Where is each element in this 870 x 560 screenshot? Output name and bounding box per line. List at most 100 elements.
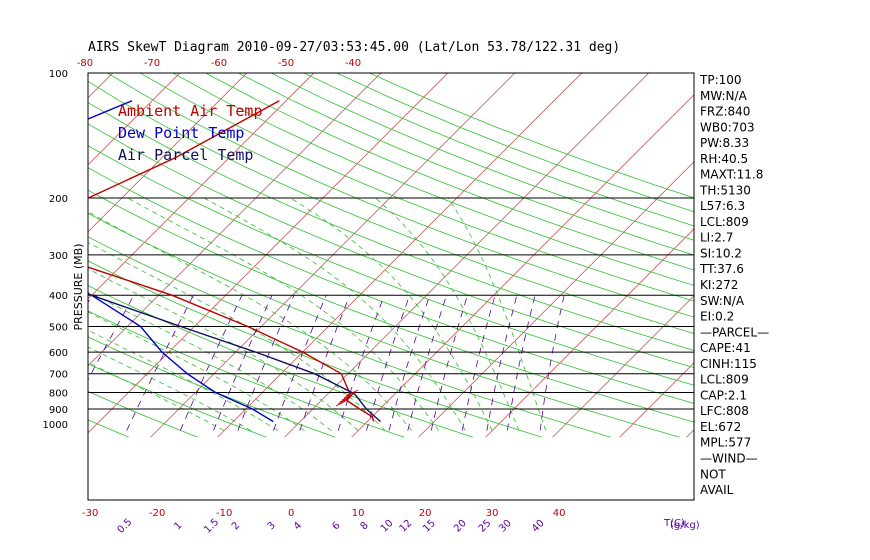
bottom-temp-tick-label: -20: [149, 508, 165, 519]
dry-adiabat-line: [88, 336, 336, 438]
mixing-ratio-tick-label: 4: [292, 520, 304, 532]
stat-item: FRZ:840: [700, 105, 750, 119]
moist-adiabat-line: [88, 211, 413, 431]
mixing-ratio-tick-label: 8: [359, 520, 371, 532]
mixing-ratio-unit-label: (g/kg): [670, 520, 700, 531]
pressure-ticks: 100 200 300 400 500 600 700 800 900 1000: [43, 69, 68, 431]
wind-barbs: [335, 389, 359, 407]
top-temp-tick-label: -50: [278, 58, 294, 69]
dry-adiabat-line: [237, 73, 694, 256]
dry-adiabat-line: [88, 260, 542, 438]
stat-item: MW:N/A: [700, 89, 748, 103]
isotherm-line: [88, 73, 449, 434]
mixing-ratio-line: [486, 295, 518, 431]
stat-item: LCL:809: [700, 215, 749, 229]
dry-adiabat-line: [368, 73, 694, 199]
mixing-ratio-line: [179, 295, 243, 431]
mixing-ratio-tick-label: 1: [172, 520, 184, 532]
moist-adiabat-line: [447, 197, 547, 431]
legend-entry: Air Parcel Temp: [118, 146, 253, 164]
plot-frame: [87, 72, 695, 501]
mixing-ratio-line: [539, 295, 565, 431]
chart-title: AIRS SkewT Diagram 2010-09-27/03:53:45.0…: [88, 40, 620, 55]
mixing-ratio-line: [366, 295, 410, 431]
stat-item: TP:100: [699, 73, 742, 87]
isotherm-line: [284, 73, 650, 438]
mixing-ratio-tick-label: 15: [421, 518, 438, 535]
mixing-ratio-line: [388, 295, 431, 431]
stat-item: LCL:809: [700, 373, 749, 387]
mixing-ratio-line: [430, 295, 468, 431]
pressure-lines: [88, 197, 694, 410]
mixing-ratio-line: [337, 295, 385, 431]
moist-adiabat-line: [88, 291, 332, 431]
stat-item: CAP:2.1: [700, 388, 747, 402]
bottom-temp-tick-label: -30: [82, 508, 98, 519]
temp-unit-label: T(C): [663, 518, 685, 529]
isotherm-line: [619, 362, 694, 438]
dry-adiabat-line: [88, 285, 474, 438]
legend-entry: Dew Point Temp: [118, 124, 244, 142]
isotherm-line: [88, 73, 181, 166]
stat-item: RH:40.5: [700, 152, 748, 166]
stat-item: NOT: [700, 467, 726, 481]
x-axis-label: T(C): [663, 518, 685, 529]
stat-item: LI:2.7: [700, 231, 733, 245]
dry-adiabat-line: [88, 102, 694, 351]
moist-adiabat-line: [88, 241, 386, 431]
top-temp-ticks: -80 -70 -60 -50 -40: [77, 58, 361, 69]
series-line-dew-point-temp: [88, 100, 274, 423]
mixing-ratio-tick-label: 1.5: [202, 517, 221, 536]
series-line-ambient-air-temp: [88, 100, 375, 422]
dry-adiabat-line: [270, 73, 694, 241]
mixing-ratio-tick-label: 20: [452, 518, 469, 535]
stat-item: PW:8.33: [700, 136, 749, 150]
pressure-tick-label: 100: [49, 69, 68, 80]
moist-adiabat-line: [88, 268, 359, 431]
mixing-ratio-tick-label: 25: [477, 518, 494, 535]
mixing-ratio-tick-label: 30: [497, 518, 514, 535]
stat-item: MAXT:11.8: [700, 168, 763, 182]
mixing-ratio-line: [213, 295, 273, 431]
bottom-temp-ticks: -30 -20 -10 0 10 20 30 40: [82, 508, 566, 519]
series-line-air-parcel-temp: [88, 293, 381, 423]
mixing-ratio-line: [407, 295, 447, 431]
isotherm-line: [150, 73, 516, 438]
dry-adiabat-line: [88, 123, 694, 369]
isotherm-line: [88, 73, 315, 300]
dry-adiabat-line: [106, 73, 694, 318]
mixing-ratio-tick-label: 12: [398, 518, 415, 535]
mixing-ratio-line: [506, 295, 536, 431]
stat-item: SI:10.2: [700, 246, 742, 260]
top-temp-tick-label: -70: [144, 58, 160, 69]
stat-item: TH:5130: [699, 183, 751, 197]
cape-hatch-mark: [345, 389, 359, 397]
stat-item: LFC:808: [700, 404, 749, 418]
mixing-ratio-line: [273, 295, 327, 431]
cape-hatch-mark: [339, 395, 353, 403]
moist-adiabat-line: [203, 197, 466, 431]
isotherm-line: [0, 69, 49, 437]
cape-hatch-mark: [335, 399, 349, 407]
mixing-ratio-tick-label: 6: [330, 520, 342, 532]
isotherm-line: [351, 94, 694, 438]
pressure-tick-label: 1000: [43, 420, 68, 431]
mixing-ratio-line: [88, 295, 135, 381]
stat-item: TT:37.6: [699, 262, 744, 276]
pressure-tick-label: 600: [49, 348, 68, 359]
dry-adiabat-line: [88, 310, 405, 438]
dry-adiabat-line: [88, 80, 694, 334]
isotherm-line: [88, 73, 382, 367]
bottom-temp-tick-label: 20: [419, 508, 432, 519]
moist-adiabat-line: [88, 329, 279, 431]
stat-item: WB0:703: [700, 120, 755, 134]
top-temp-tick-label: -60: [211, 58, 227, 69]
isotherm-line: [217, 73, 583, 438]
mixing-ratio-tick-label: 40: [530, 518, 547, 535]
pressure-tick-label: 200: [49, 194, 68, 205]
moist-adiabat-line: [88, 361, 225, 431]
bottom-temp-tick-label: 40: [553, 508, 566, 519]
stat-item: EL:672: [700, 420, 741, 434]
isotherm-line: [88, 73, 248, 233]
